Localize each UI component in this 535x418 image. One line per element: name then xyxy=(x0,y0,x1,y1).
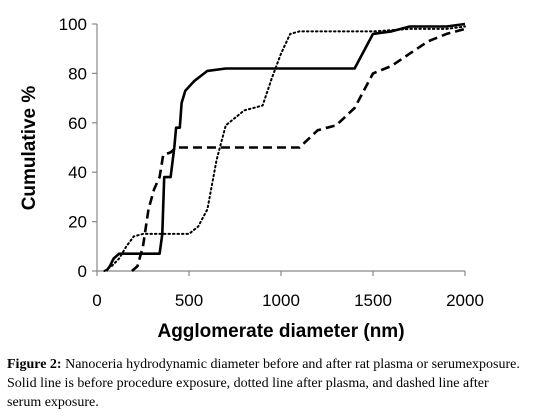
axes xyxy=(92,23,466,276)
caption-label: Figure 2: xyxy=(7,357,62,372)
x-tick-label: 1500 xyxy=(354,291,392,310)
y-tick-label: 100 xyxy=(59,15,87,34)
y-tick-label: 40 xyxy=(68,163,87,182)
series-line-dashed xyxy=(131,27,466,272)
x-tick-label: 1000 xyxy=(262,291,300,310)
x-tick-label: 0 xyxy=(92,291,101,310)
series-line-dotted xyxy=(103,25,466,272)
x-tick-label: 2000 xyxy=(446,291,484,310)
x-tick-label: 500 xyxy=(175,291,203,310)
y-tick-label: 0 xyxy=(78,262,87,281)
series-line-solid xyxy=(105,22,466,272)
y-tick-label: 20 xyxy=(68,213,87,232)
y-axis-title: Cumulative % xyxy=(19,86,40,211)
y-tick-label: 60 xyxy=(68,114,87,133)
y-tick-label: 80 xyxy=(68,64,87,83)
figure-caption: Figure 2: Nanoceria hydrodynamic diamete… xyxy=(7,355,522,412)
caption-text: Nanoceria hydrodynamic diameter before a… xyxy=(7,357,520,410)
series-lines xyxy=(103,22,466,272)
x-axis-title: Agglomerate diameter (nm) xyxy=(157,321,404,342)
